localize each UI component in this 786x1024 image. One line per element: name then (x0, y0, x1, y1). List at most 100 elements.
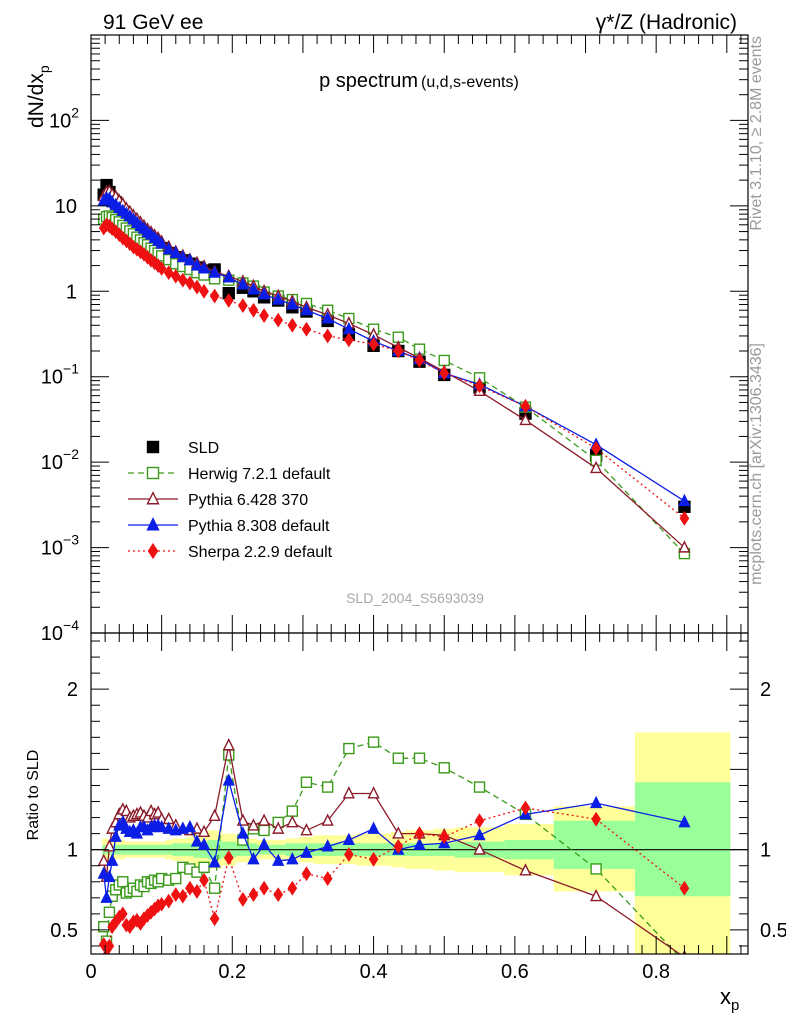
ratio-point-pythia-6-428-370 (286, 815, 299, 828)
ratio-axes: 0.5 0.5 1 1 2 2 0 0.2 0.4 0.6 0.8 (50, 632, 786, 983)
legend-label: Pythia 8.308 default (188, 518, 330, 535)
main-point-sherpa-2-2-9-default (322, 328, 333, 344)
ratio-point-sherpa-2-2-9-default (301, 866, 312, 882)
ratio-panel: 0.5 0.5 1 1 2 2 0 0.2 0.4 0.6 0.8 Ratio to SLD xp (25, 632, 786, 1014)
main-point-sherpa-2-2-9-default (287, 317, 298, 333)
main-point-sherpa-2-2-9-default (414, 353, 425, 368)
ratio-point-pythia-8-308-default (183, 819, 197, 833)
ratio-point-sherpa-2-2-9-default (439, 829, 450, 845)
main-point-sherpa-2-2-9-default (177, 272, 188, 288)
main-point-pythia-8-308-default (272, 292, 285, 305)
main-y-tick-label: 102 (49, 104, 79, 132)
main-y-tick-label: 10 (55, 196, 77, 218)
main-y-tick-exponent: 2 (71, 104, 79, 120)
legend-marker (146, 517, 160, 531)
ratio-point-sherpa-2-2-9-default (209, 911, 220, 927)
ratio-point-pythia-6-428-370 (392, 826, 405, 839)
ratio-point-pythia-6-428-370 (247, 818, 260, 831)
ratio-point-sherpa-2-2-9-default (474, 813, 485, 829)
ratio-point-pythia-8-308-default (678, 815, 691, 828)
ratio-point-pythia-8-308-default (162, 821, 175, 834)
ratio-point-sherpa-2-2-9-default (591, 811, 601, 827)
x-tick-label: 0.6 (501, 961, 529, 983)
main-point-pythia-8-308-default (176, 249, 189, 263)
ratio-point-sherpa-2-2-9-default (287, 880, 298, 896)
ratio-point-pythia-8-308-default (342, 832, 355, 846)
main-y-tick-base: 10 (55, 196, 77, 218)
main-point-pythia-8-308-default (257, 287, 271, 300)
ratio-point-sherpa-2-2-9-default (156, 896, 167, 912)
main-y-tick-base: 1 (66, 281, 77, 303)
ratio-point-pythia-8-308-default (589, 795, 603, 809)
ratio-y-tick-label-left: 2 (67, 679, 78, 701)
main-point-sherpa-2-2-9-default (199, 283, 209, 299)
ratio-point-pythia-8-308-default (197, 837, 211, 850)
ratio-point-sherpa-2-2-9-default (248, 887, 259, 903)
ratio-point-sherpa-2-2-9-default (177, 888, 188, 904)
ratio-series-line-sherpa-2-2-9-default (103, 807, 685, 954)
ratio-point-pythia-6-428-370 (519, 863, 532, 876)
ratio-point-pythia-6-428-370 (222, 738, 235, 751)
ratio-point-pythia-6-428-370 (272, 821, 285, 834)
ratio-point-pythia-8-308-default (321, 839, 334, 852)
main-point-sherpa-2-2-9-default (439, 365, 450, 381)
ratio-point-pythia-8-308-default (286, 851, 299, 865)
ratio-point-herwig-7-2-1-default (438, 762, 450, 774)
main-y-tick-base: 10 (49, 110, 71, 132)
main-data-marks (97, 178, 691, 560)
x-axis-label-sub: p (731, 997, 739, 1014)
ratio-point-pythia-8-308-default (222, 773, 235, 786)
ratio-point-herwig-7-2-1-default (170, 872, 182, 885)
ratio-point-sherpa-2-2-9-default (259, 880, 269, 896)
ratio-point-sherpa-2-2-9-default (104, 938, 115, 954)
main-point-sherpa-2-2-9-default (679, 510, 690, 526)
main-point-pythia-8-308-default (169, 245, 182, 259)
stat-uncertainty-band (634, 782, 731, 897)
legend-label: Sherpa 2.2.9 default (188, 544, 333, 561)
header-right-label: γ*/Z (Hadronic) (596, 11, 737, 34)
ratio-point-herwig-7-2-1-default (473, 781, 486, 793)
ratio-point-sherpa-2-2-9-default (238, 892, 248, 907)
ratio-point-pythia-8-308-default (97, 866, 110, 879)
ratio-point-sherpa-2-2-9-default (368, 851, 379, 867)
ratio-point-herwig-7-2-1-default (590, 863, 602, 875)
stat-uncertainty-band (553, 820, 635, 869)
ratio-point-herwig-7-2-1-default (300, 776, 313, 788)
ratio-point-pythia-8-308-default (155, 819, 168, 833)
ratio-point-pythia-8-308-default (367, 821, 380, 834)
x-axis-label: xp (720, 984, 739, 1014)
ratio-y-tick-label-left: 1 (67, 840, 78, 862)
ratio-point-pythia-6-428-370 (589, 888, 603, 902)
ratio-data-marks (97, 736, 691, 954)
main-point-sherpa-2-2-9-default (209, 288, 220, 304)
ratio-point-herwig-7-2-1-default (343, 742, 355, 755)
main-point-pythia-6-428-370 (589, 460, 603, 474)
main-point-sherpa-2-2-9-default (393, 343, 404, 359)
ratio-point-herwig-7-2-1-default (223, 749, 235, 761)
ratio-point-sherpa-2-2-9-default (322, 871, 333, 886)
ratio-point-pythia-6-428-370 (103, 839, 116, 852)
main-point-pythia-8-308-default (183, 253, 197, 266)
ratio-y-tick-label-right: 2 (760, 679, 771, 701)
ratio-point-sherpa-2-2-9-default (393, 839, 404, 854)
ratio-point-pythia-8-308-default (130, 826, 144, 839)
legend-label: Herwig 7.2.1 default (188, 466, 331, 483)
main-y-tick-base: 10 (41, 538, 63, 560)
main-y-tick-exponent: −3 (63, 532, 79, 548)
ratio-point-pythia-6-428-370 (300, 823, 313, 836)
ratio-y-tick-label-right: 1 (760, 840, 771, 862)
main-y-tick-label: 1 (66, 281, 77, 303)
main-point-pythia-6-428-370 (519, 412, 532, 426)
header-left-label: 91 GeV ee (103, 11, 203, 34)
ratio-point-sherpa-2-2-9-default (344, 847, 354, 862)
ratio-point-herwig-7-2-1-default (117, 876, 129, 888)
main-point-sherpa-2-2-9-default (156, 261, 167, 276)
ratio-point-pythia-8-308-default (300, 845, 313, 858)
main-point-pythia-8-308-default (286, 297, 299, 310)
ratio-point-herwig-7-2-1-default (103, 906, 116, 918)
main-point-sherpa-2-2-9-default (185, 275, 195, 291)
main-point-pythia-8-308-default (236, 277, 250, 290)
main-watermark: SLD_2004_S5693039 (346, 590, 484, 606)
ratio-point-pythia-6-428-370 (208, 808, 221, 821)
